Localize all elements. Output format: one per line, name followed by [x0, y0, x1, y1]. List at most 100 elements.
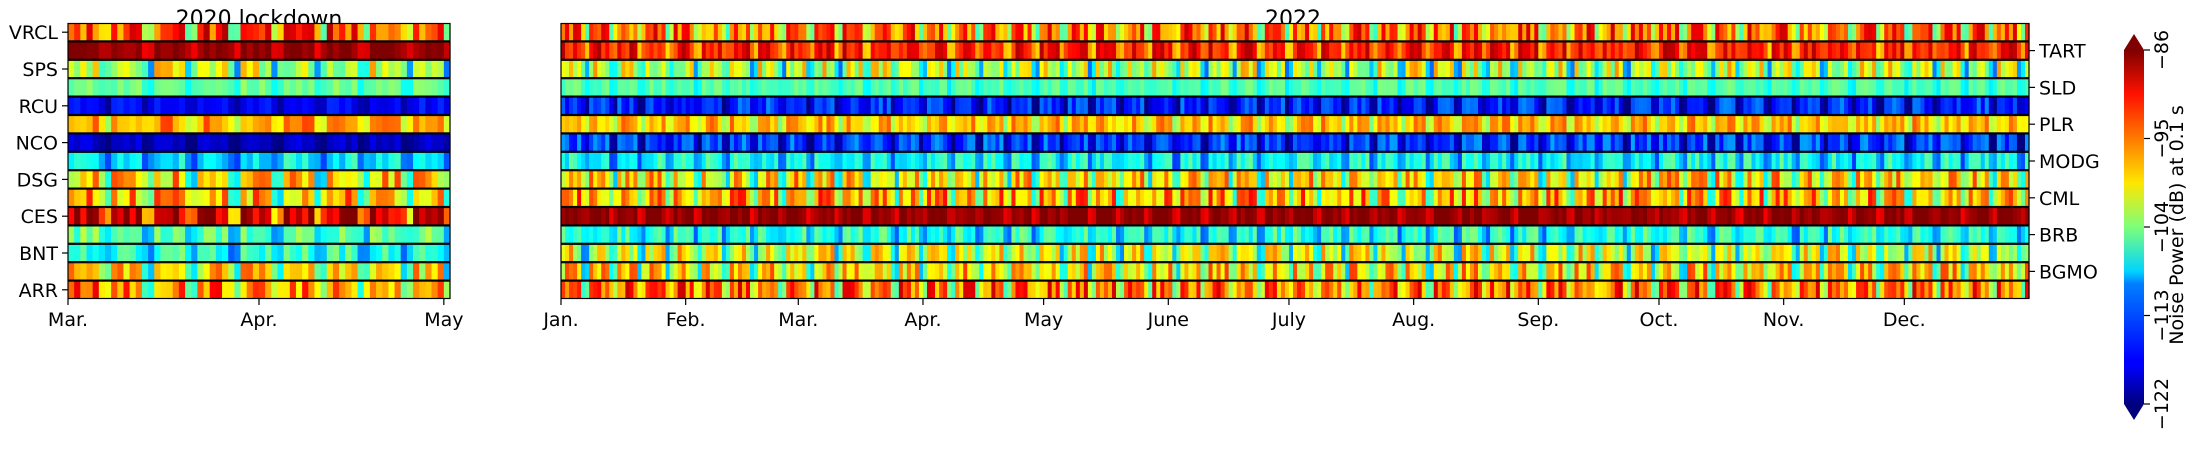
heatmap-cell: [1007, 78, 1013, 97]
heatmap-cell: [104, 60, 112, 78]
heatmap-cell: [1864, 23, 1869, 41]
heatmap-cell: [1658, 23, 1664, 41]
heatmap-cell: [1349, 189, 1354, 207]
heatmap-cell: [991, 189, 996, 207]
heatmap-cell: [1107, 78, 1113, 97]
heatmap-cell: [1578, 170, 1584, 189]
heatmap-cell: [2012, 78, 2018, 97]
heatmap-cell: [259, 133, 266, 152]
heatmap-cell: [589, 170, 594, 189]
heatmap-cell: [1868, 207, 1873, 225]
heatmap-cell: [1691, 60, 1696, 78]
heatmap-cell: [1630, 152, 1636, 170]
heatmap-cell: [798, 133, 803, 152]
heatmap-cell: [240, 60, 248, 78]
heatmap-cell: [209, 97, 217, 115]
heatmap-cell: [963, 207, 968, 225]
heatmap-cell: [141, 262, 149, 281]
heatmap-cell: [1868, 170, 1873, 189]
heatmap-cell: [1107, 60, 1113, 78]
heatmap-cell: [1498, 78, 1503, 97]
heatmap-cell: [1582, 78, 1588, 97]
heatmap-cell: [979, 170, 984, 189]
heatmap-cell: [1373, 97, 1379, 115]
heatmap-cell: [693, 189, 699, 207]
heatmap-cell: [1272, 152, 1278, 170]
heatmap-cell: [1208, 78, 1214, 97]
heatmap-cell: [1091, 152, 1097, 170]
heatmap-cell: [1148, 115, 1153, 133]
heatmap-cell: [1719, 23, 1724, 41]
heatmap-cell: [141, 152, 149, 170]
heatmap-cell: [413, 207, 420, 225]
heatmap-cell: [1687, 41, 1692, 60]
heatmap-cell: [1144, 189, 1149, 207]
heatmap-cell: [766, 23, 771, 41]
heatmap-cell: [339, 133, 346, 152]
heatmap-cell: [1023, 97, 1029, 115]
heatmap-cell: [1944, 23, 1950, 41]
heatmap-cell: [1888, 152, 1893, 170]
heatmap-cell: [589, 78, 594, 97]
heatmap-cell: [758, 97, 763, 115]
heatmap-cell: [1087, 189, 1093, 207]
heatmap-cell: [1184, 115, 1190, 133]
heatmap-cell: [1904, 115, 1909, 133]
heatmap-cell: [1292, 78, 1298, 97]
heatmap-cell: [1522, 133, 1527, 152]
heatmap-cell: [1699, 189, 1704, 207]
heatmap-cell: [605, 78, 610, 97]
heatmap-cell: [1087, 170, 1093, 189]
heatmap-cell: [320, 133, 328, 152]
heatmap-cell: [1280, 97, 1286, 115]
heatmap-cell: [1373, 115, 1379, 133]
heatmap-cell: [971, 23, 976, 41]
heatmap-cell: [1908, 170, 1913, 189]
heatmap-cell: [874, 133, 880, 152]
heatmap-cell: [1288, 60, 1294, 78]
heatmap-cell: [918, 60, 924, 78]
heatmap-cell: [1429, 115, 1435, 133]
heatmap-cell: [2020, 115, 2026, 133]
heatmap-cell: [1301, 60, 1306, 78]
heatmap-cell: [830, 115, 836, 133]
heatmap-cell: [1759, 41, 1765, 60]
heatmap-cell: [1498, 189, 1503, 207]
heatmap-cell: [1369, 60, 1375, 78]
heatmap-cell: [729, 152, 735, 170]
heatmap-cell: [1594, 207, 1600, 225]
heatmap-cell: [1011, 41, 1017, 60]
heatmap-cell: [277, 281, 285, 299]
heatmap-cell: [1486, 133, 1491, 152]
heatmap-cell: [1775, 23, 1781, 41]
heatmap-cell: [1160, 115, 1165, 133]
heatmap-cell: [862, 170, 868, 189]
heatmap-cell: [1498, 115, 1503, 133]
heatmap-cell: [1739, 41, 1745, 60]
heatmap-cell: [629, 78, 634, 97]
heatmap-cell: [1638, 115, 1644, 133]
heatmap-cell: [98, 41, 106, 60]
heatmap-cell: [1634, 23, 1640, 41]
heatmap-cell: [1212, 60, 1218, 78]
heatmap-cell: [68, 170, 75, 189]
heatmap-cell: [975, 152, 980, 170]
heatmap-cell: [2016, 115, 2022, 133]
heatmap-cell: [1124, 189, 1129, 207]
heatmap-cell: [252, 41, 260, 60]
heatmap-cell: [1180, 170, 1185, 189]
heatmap-cell: [1260, 170, 1266, 189]
heatmap-cell: [882, 97, 888, 115]
heatmap-cell: [1924, 207, 1930, 225]
heatmap-cell: [1389, 133, 1395, 152]
heatmap-cell: [1188, 41, 1194, 60]
heatmap-cell: [1083, 133, 1089, 152]
heatmap-cell: [1393, 115, 1399, 133]
heatmap-cell: [295, 23, 303, 41]
heatmap-cell: [999, 152, 1005, 170]
heatmap-cell: [222, 60, 229, 78]
heatmap-cell: [633, 189, 639, 207]
heatmap-cell: [1465, 23, 1471, 41]
heatmap-cell: [289, 23, 297, 41]
heatmap-cell: [1397, 60, 1403, 78]
